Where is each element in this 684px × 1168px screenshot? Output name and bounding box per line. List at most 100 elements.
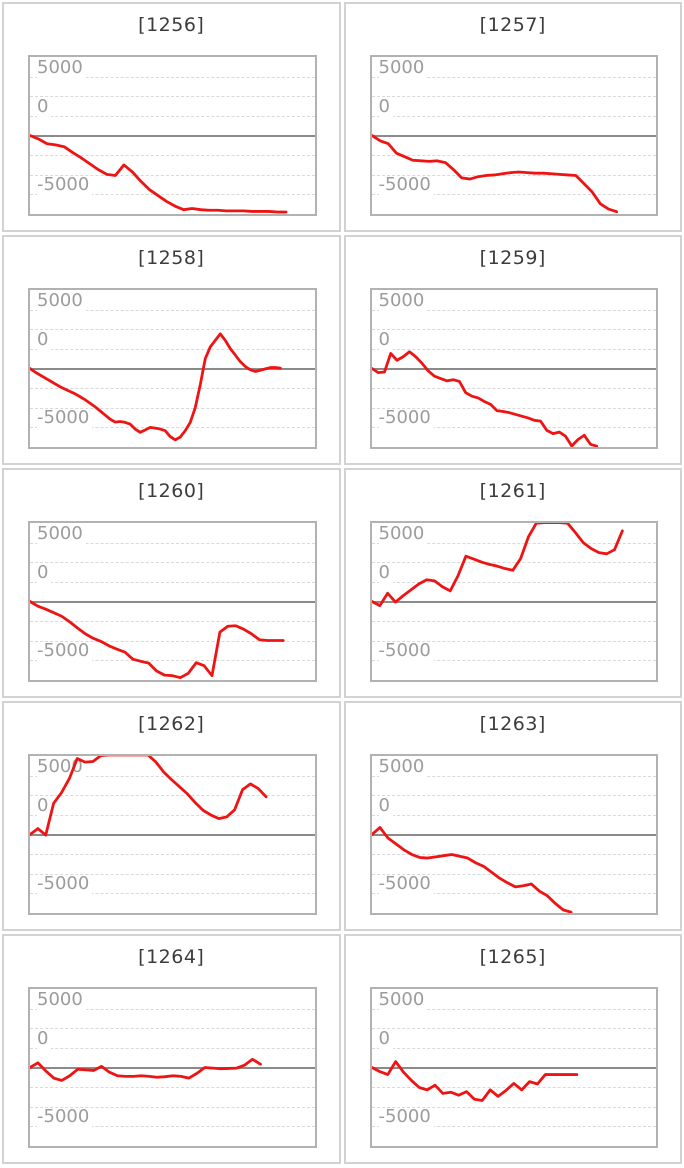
horizontal-gridline <box>371 1106 656 1108</box>
horizontal-gridline <box>371 775 656 777</box>
horizontal-gridline <box>371 329 656 331</box>
machine-graph-card: [1259] 5000 0 -5000 <box>343 235 682 465</box>
y-axis-tick-0: 0 <box>37 796 52 817</box>
horizontal-gridline <box>371 542 656 544</box>
slump-graph-plot: 5000 0 -5000 <box>369 754 658 915</box>
y-axis-tick-neg5000: -5000 <box>378 1108 434 1128</box>
y-axis-tick-5000: 5000 <box>37 291 86 311</box>
horizontal-gridline <box>30 388 315 390</box>
y-axis-tick-neg5000: -5000 <box>378 409 434 429</box>
y-axis-tick-neg5000: -5000 <box>378 642 434 662</box>
zero-axis-line <box>30 600 315 603</box>
horizontal-gridline <box>30 1106 315 1108</box>
machine-graph-card: [1257] 5000 0 -5000 <box>343 2 682 232</box>
horizontal-gridline <box>371 96 656 98</box>
y-axis-tick-neg5000: -5000 <box>37 875 93 895</box>
y-axis-tick-5000: 5000 <box>378 291 428 311</box>
horizontal-gridline <box>30 348 315 350</box>
slump-line-series <box>372 827 571 912</box>
horizontal-gridline <box>371 873 656 875</box>
machine-graph-card: [1258] 5000 0 -5000 <box>2 235 341 465</box>
y-axis-tick-0: 0 <box>378 563 393 584</box>
horizontal-gridline <box>30 581 315 583</box>
slump-line-canvas <box>30 57 315 214</box>
horizontal-gridline <box>30 1047 315 1049</box>
slump-graph-plot: 5000 0 -5000 <box>28 754 317 915</box>
machine-graph-card: [1256] 5000 0 -5000 <box>2 2 341 232</box>
horizontal-gridline <box>30 309 315 311</box>
slump-graph-plot: 5000 0 -5000 <box>28 987 317 1148</box>
y-axis-tick-0: 0 <box>37 97 52 118</box>
zero-axis-line <box>371 833 656 836</box>
slump-line-series <box>30 334 280 440</box>
horizontal-gridline <box>30 562 315 564</box>
machine-number-title: [1260] <box>138 480 205 502</box>
slump-line-series <box>372 1062 577 1101</box>
zero-axis-line <box>30 1066 315 1069</box>
horizontal-gridline <box>371 388 656 390</box>
horizontal-gridline <box>30 814 315 816</box>
machine-number-title: [1256] <box>138 14 205 36</box>
y-axis-tick-5000: 5000 <box>37 58 86 78</box>
horizontal-gridline <box>371 795 656 797</box>
horizontal-gridline <box>371 115 656 117</box>
horizontal-gridline <box>371 854 656 856</box>
slump-graph-plot: 5000 0 -5000 <box>28 521 317 682</box>
y-axis-tick-neg5000: -5000 <box>378 176 434 196</box>
machine-number-title: [1263] <box>479 713 546 735</box>
machine-number-title: [1262] <box>138 713 205 735</box>
slump-line-canvas <box>30 989 315 1146</box>
y-axis-tick-5000: 5000 <box>37 524 86 544</box>
horizontal-gridline <box>30 115 315 117</box>
horizontal-gridline <box>371 621 656 623</box>
machine-graph-card: [1265] 5000 0 -5000 <box>343 934 682 1164</box>
machine-graph-card: [1264] 5000 0 -5000 <box>2 934 341 1164</box>
horizontal-gridline <box>371 1047 656 1049</box>
machine-number-title: [1259] <box>479 247 546 269</box>
horizontal-gridline <box>371 814 656 816</box>
slump-line-canvas <box>30 290 315 447</box>
horizontal-gridline <box>30 407 315 409</box>
slump-line-series <box>30 136 286 213</box>
y-axis-tick-0: 0 <box>37 1029 52 1050</box>
y-axis-tick-5000: 5000 <box>378 757 428 777</box>
slump-line-canvas <box>372 756 657 913</box>
horizontal-gridline <box>371 1028 656 1030</box>
machine-number-title: [1257] <box>479 14 546 36</box>
y-axis-tick-5000: 5000 <box>378 58 428 78</box>
horizontal-gridline <box>30 194 315 196</box>
horizontal-gridline <box>30 621 315 623</box>
slump-graph-plot: 5000 0 -5000 <box>369 987 658 1148</box>
machine-graph-card: [1262] 5000 0 -5000 <box>2 701 341 931</box>
machine-number-title: [1264] <box>138 946 205 968</box>
machine-number-title: [1258] <box>138 247 205 269</box>
slump-line-canvas <box>372 989 657 1146</box>
horizontal-gridline <box>371 194 656 196</box>
y-axis-tick-neg5000: -5000 <box>37 409 93 429</box>
horizontal-gridline <box>371 407 656 409</box>
horizontal-gridline <box>30 1008 315 1010</box>
zero-axis-line <box>371 134 656 137</box>
y-axis-tick-5000: 5000 <box>37 990 86 1010</box>
machine-number-title: [1265] <box>479 946 546 968</box>
horizontal-gridline <box>30 660 315 662</box>
slump-graph-plot: 5000 0 -5000 <box>28 55 317 216</box>
slump-line-series <box>30 602 283 678</box>
slump-line-canvas <box>30 756 315 913</box>
horizontal-gridline <box>30 1028 315 1030</box>
horizontal-gridline <box>371 348 656 350</box>
horizontal-gridline <box>371 174 656 176</box>
horizontal-gridline <box>30 329 315 331</box>
y-axis-tick-0: 0 <box>378 796 393 817</box>
horizontal-gridline <box>30 1087 315 1089</box>
horizontal-gridline <box>30 640 315 642</box>
y-axis-tick-0: 0 <box>37 330 52 351</box>
horizontal-gridline <box>30 96 315 98</box>
zero-axis-line <box>30 134 315 137</box>
horizontal-gridline <box>371 76 656 78</box>
slump-graph-plot: 5000 0 -5000 <box>369 521 658 682</box>
zero-axis-line <box>30 367 315 370</box>
machine-number-title: [1261] <box>479 480 546 502</box>
y-axis-tick-5000: 5000 <box>378 990 428 1010</box>
